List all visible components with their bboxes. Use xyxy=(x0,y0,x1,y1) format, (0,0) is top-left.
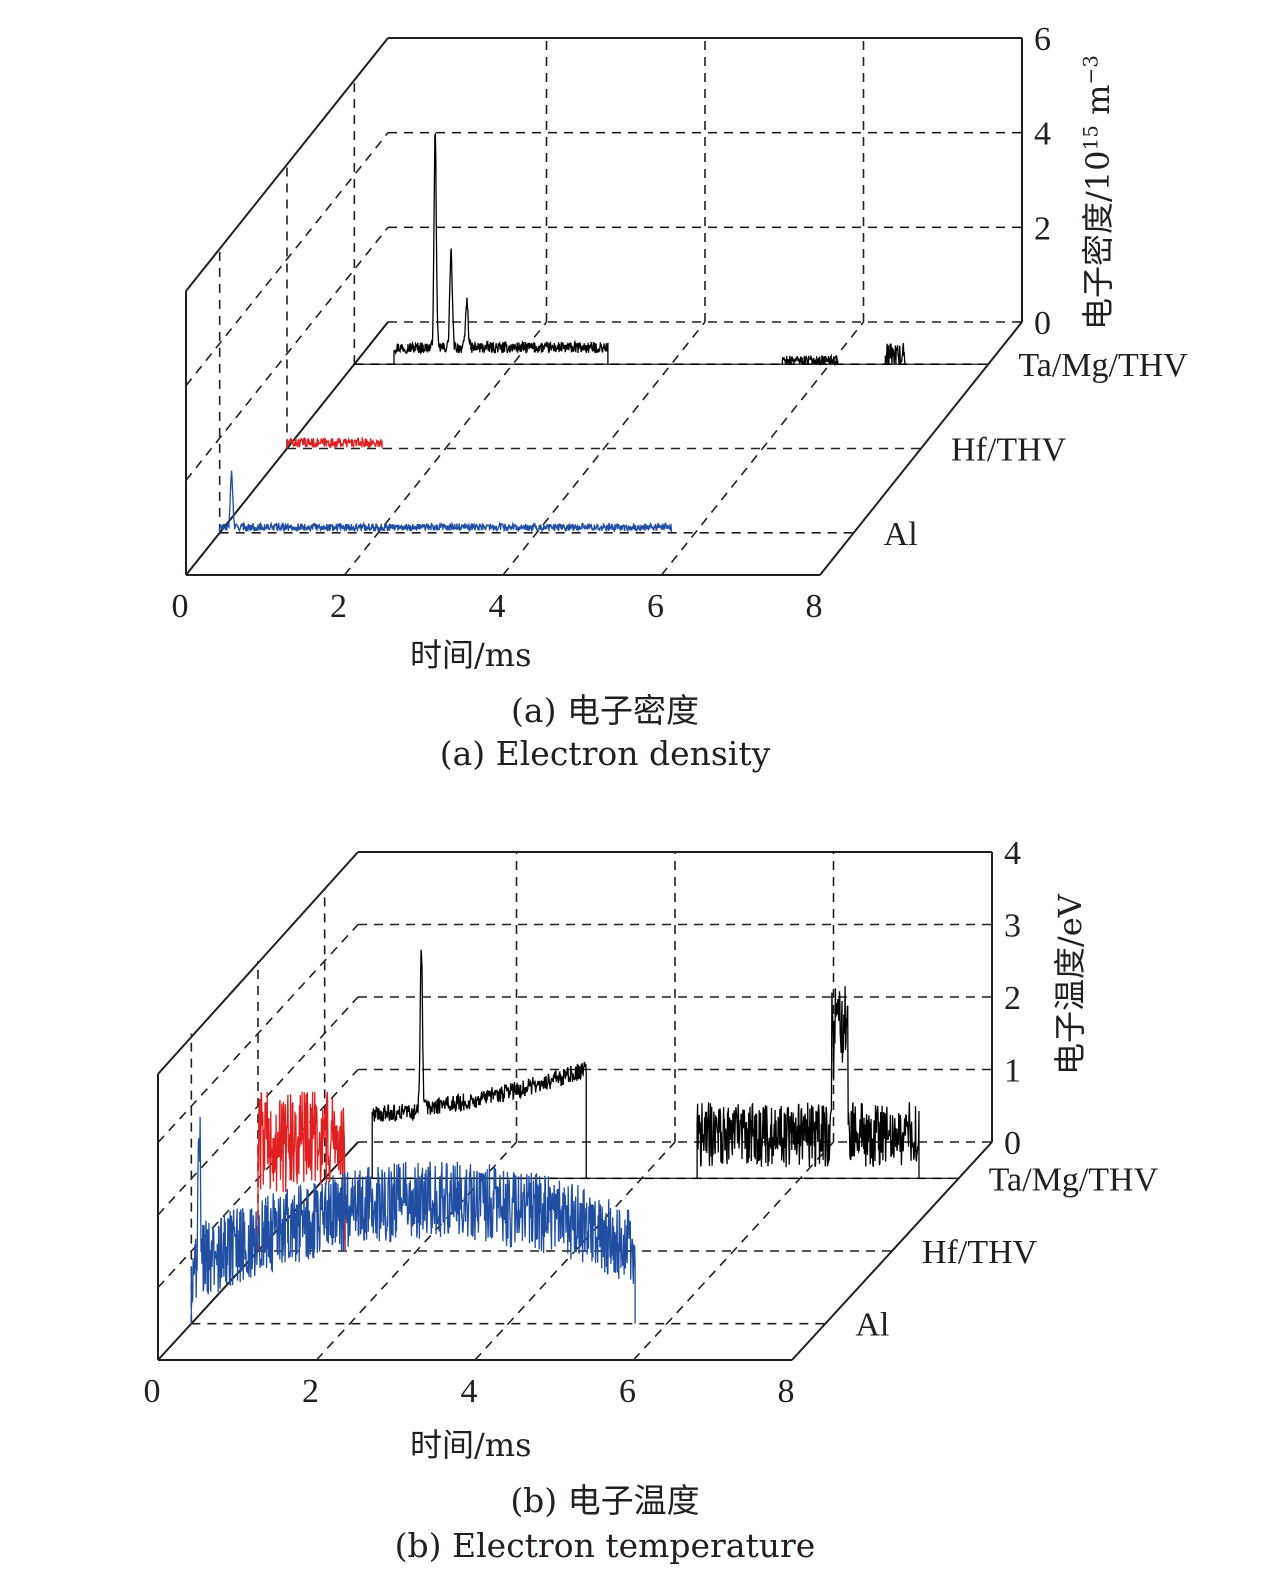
grid-floor-diagonal xyxy=(502,321,706,576)
chart-b-svg: 0 2 4 6 8 0 1 2 3 4 Ta/Mg/THV Hf/THV Al xyxy=(144,835,1159,1410)
chart-a-grid xyxy=(185,37,1023,576)
x-tick-label: 6 xyxy=(647,588,664,625)
chart-b-caption-cn: (b) 电子温度 xyxy=(510,1481,700,1520)
x-tick-label: 2 xyxy=(330,588,347,625)
chart-a-ylabel: 电子密度/1015 m−3 xyxy=(1078,55,1117,330)
y-tick-label: 6 xyxy=(1034,21,1051,58)
chart-a-svg: 0 2 4 6 8 0 2 4 6 Ta/Mg/THV Hf/THV Al xyxy=(172,21,1189,625)
x-tick-label: 0 xyxy=(144,1373,161,1410)
chart-b-caption-en: (b) Electron temperature xyxy=(394,1526,816,1565)
series-trace-al xyxy=(190,1116,636,1324)
chart-b-xlabel: 时间/ms xyxy=(410,1426,532,1464)
x-tick-label: 2 xyxy=(302,1373,319,1410)
series-category-label: Ta/Mg/THV xyxy=(989,1161,1159,1198)
grid-floor-diagonal xyxy=(660,321,865,576)
series-category-label: Hf/THV xyxy=(951,432,1067,469)
chart-b-ticks: 0 2 4 6 8 0 1 2 3 4 Ta/Mg/THV Hf/THV Al xyxy=(144,835,1159,1410)
series-trace-ta-mg-thv xyxy=(884,343,906,365)
x-tick-label: 6 xyxy=(619,1373,636,1410)
y-tick-label: 1 xyxy=(1004,1053,1021,1090)
grid-wall-diagonal xyxy=(185,226,389,481)
y-tick-label: 2 xyxy=(1034,210,1051,247)
series-trace-hf-thv xyxy=(286,435,383,450)
series-category-label: Hf/THV xyxy=(922,1234,1038,1271)
x-tick-label: 8 xyxy=(778,1373,795,1410)
y-tick-label: 3 xyxy=(1004,908,1021,945)
x-tick-label: 4 xyxy=(489,588,506,625)
series-category-label: Al xyxy=(884,516,918,553)
series-category-label: Al xyxy=(855,1307,889,1344)
series-trace-hf-thv xyxy=(257,1091,346,1251)
chart-a-series xyxy=(219,132,981,534)
chart-b-grid xyxy=(157,851,993,1361)
y-tick-label: 4 xyxy=(1004,835,1021,872)
wall-left-top-edge xyxy=(185,37,389,292)
chart-b-series xyxy=(190,949,951,1324)
x-tick-label: 4 xyxy=(461,1373,478,1410)
chart-a-ticks: 0 2 4 6 8 0 2 4 6 Ta/Mg/THV Hf/THV Al xyxy=(172,21,1189,625)
chart-a-caption-en: (a) Electron density xyxy=(439,734,771,773)
series-trace-ta-mg-thv xyxy=(393,132,609,365)
grid-wall-diagonal xyxy=(157,923,359,1144)
y-tick-label: 2 xyxy=(1004,980,1021,1017)
grid-wall-diagonal xyxy=(185,132,389,387)
chart-a-caption-cn: (a) 电子密度 xyxy=(511,691,699,730)
series-trace-al xyxy=(219,470,673,534)
chart-panel-electron-density: 0 2 4 6 8 0 2 4 6 Ta/Mg/THV Hf/THV Al 时间/ms 电子密度/10… xyxy=(0,0,1276,790)
series-trace-ta-mg-thv xyxy=(371,949,587,1179)
grid-floor-diagonal xyxy=(343,321,548,576)
series-trace-ta-mg-thv xyxy=(696,986,920,1179)
x-tick-label: 0 xyxy=(172,588,189,625)
x-tick-label: 8 xyxy=(806,588,823,625)
chart-a-xlabel: 时间/ms xyxy=(410,636,532,674)
chart-b-ylabel: 电子温度/eV xyxy=(1051,894,1089,1075)
series-trace-ta-mg-thv xyxy=(781,353,839,367)
chart-panel-electron-temperature: 0 2 4 6 8 0 1 2 3 4 Ta/Mg/THV Hf/THV Al 时间/ms 电子温度/e… xyxy=(0,800,1276,1589)
y-tick-label: 4 xyxy=(1034,116,1051,153)
y-tick-label: 0 xyxy=(1004,1125,1021,1162)
y-tick-label: 0 xyxy=(1034,305,1051,342)
floor-right-edge xyxy=(819,321,1023,576)
floor-right-edge xyxy=(791,1141,993,1361)
series-category-label: Ta/Mg/THV xyxy=(1018,347,1188,384)
